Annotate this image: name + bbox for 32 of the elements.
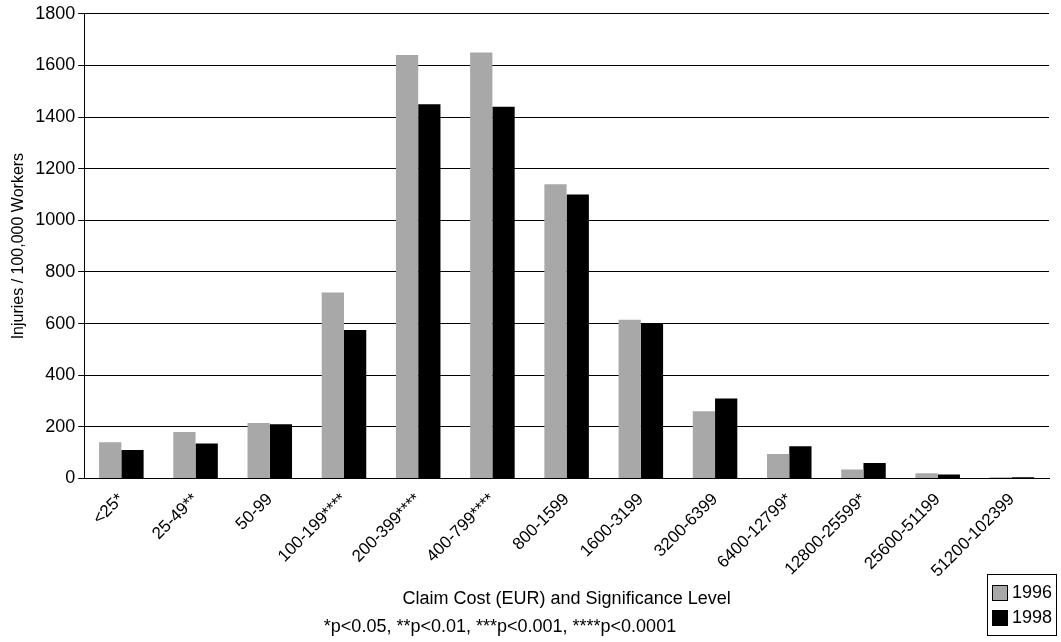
y-tick-label: 1000 <box>35 209 76 230</box>
y-tick-label: 1800 <box>35 2 76 23</box>
y-tick-label: 600 <box>45 312 76 333</box>
y-tick-label: 1400 <box>35 106 76 127</box>
bar <box>544 184 567 478</box>
x-tick-label: <25* <box>88 489 128 528</box>
bar <box>789 446 812 478</box>
bar <box>915 473 938 478</box>
bar <box>247 422 270 478</box>
y-tick-label: 1600 <box>35 54 76 75</box>
x-axis-title: Claim Cost (EUR) and Significance Level <box>402 588 731 609</box>
legend-label: 1998 <box>1010 607 1052 628</box>
bar <box>99 442 122 478</box>
bar <box>195 443 218 478</box>
y-tick-label: 200 <box>45 415 76 436</box>
bar <box>470 52 493 478</box>
bar <box>173 431 196 478</box>
bar <box>618 319 641 478</box>
bar <box>841 469 864 478</box>
bar <box>692 411 716 478</box>
bar <box>395 55 419 478</box>
text: *p<0.05, **p<0.01, ***p<0.001, ****p<0.0001 <box>322 616 678 637</box>
bar <box>321 292 344 478</box>
y-tick-label: 400 <box>45 364 76 385</box>
y-tick-label: 800 <box>45 260 76 281</box>
y-tick-label: 0 <box>65 467 76 488</box>
bar <box>121 450 144 478</box>
y-axis-title: Injuries / 100,000 Workers <box>9 152 27 340</box>
bar <box>766 453 790 478</box>
legend-label: 1996 <box>1010 582 1052 603</box>
y-tick-label: 1200 <box>35 157 76 178</box>
bar <box>863 462 886 478</box>
